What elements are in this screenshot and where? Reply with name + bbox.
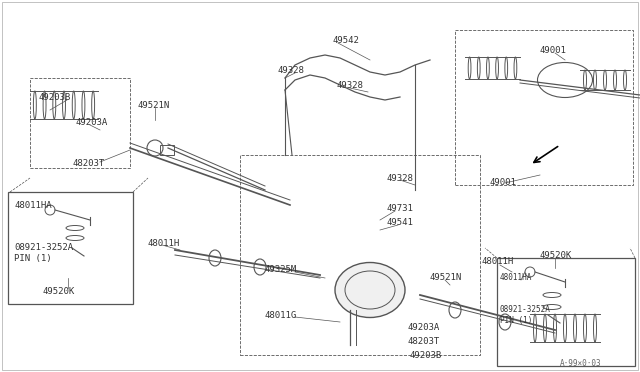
Text: 49328: 49328: [337, 80, 364, 90]
Text: 49520K: 49520K: [540, 250, 572, 260]
Text: 49521N: 49521N: [430, 273, 462, 282]
Text: 48011HA: 48011HA: [14, 201, 52, 209]
Text: 48011H: 48011H: [482, 257, 515, 266]
Text: A·99×0·03: A·99×0·03: [560, 359, 602, 368]
Text: 49328: 49328: [278, 65, 305, 74]
Text: 49520K: 49520K: [42, 288, 74, 296]
Text: 49001: 49001: [540, 45, 567, 55]
Text: 49731: 49731: [387, 203, 414, 212]
Text: PIN (1): PIN (1): [14, 253, 52, 263]
Text: 49541: 49541: [387, 218, 414, 227]
Bar: [160, 145, 174, 155]
Text: 49203B: 49203B: [410, 350, 442, 359]
Text: 48011HA: 48011HA: [500, 273, 532, 282]
Text: 49325M: 49325M: [265, 266, 297, 275]
Bar: [240, 155, 480, 355]
Text: 08921-3252A: 08921-3252A: [14, 244, 73, 253]
Bar: [30, 78, 130, 168]
Bar: [455, 30, 633, 185]
Text: 48011G: 48011G: [265, 311, 297, 320]
Text: 49328: 49328: [387, 173, 414, 183]
Text: PIN (1): PIN (1): [500, 315, 532, 324]
Bar: [497, 258, 635, 366]
Text: 49203A: 49203A: [408, 324, 440, 333]
Text: 08921-3252A: 08921-3252A: [500, 305, 551, 314]
Text: 49203A: 49203A: [75, 118, 108, 126]
Text: 49203B: 49203B: [38, 93, 70, 102]
Text: 49001: 49001: [490, 177, 517, 186]
Text: 49542: 49542: [333, 35, 360, 45]
Text: 49521N: 49521N: [138, 100, 170, 109]
Bar: [8, 192, 133, 304]
Text: 48011H: 48011H: [148, 238, 180, 247]
Text: 48203T: 48203T: [72, 158, 104, 167]
Text: 48203T: 48203T: [408, 337, 440, 346]
Ellipse shape: [335, 263, 405, 317]
